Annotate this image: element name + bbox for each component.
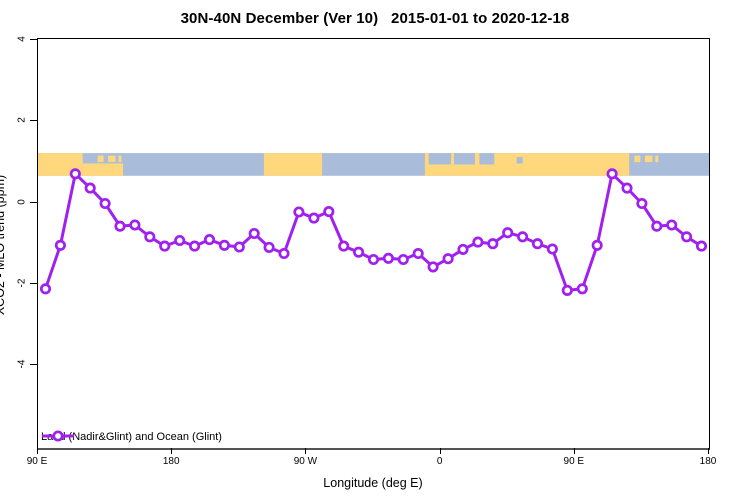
- map-band-land: [424, 153, 630, 176]
- x-tick: [573, 448, 575, 454]
- data-point: [561, 284, 573, 296]
- map-band-island: [97, 155, 104, 163]
- data-point: [99, 197, 111, 210]
- plot-area: Land (Nadir&Glint) and Ocean (Glint): [37, 38, 710, 450]
- x-tick-label: 0: [436, 456, 443, 467]
- y-tick-label: -4: [16, 359, 28, 369]
- map-band-sea: [479, 153, 495, 165]
- data-point: [293, 206, 305, 218]
- data-point: [397, 253, 409, 266]
- x-tick-label: 180: [162, 456, 180, 467]
- legend: Land (Nadir&Glint) and Ocean (Glint): [41, 429, 222, 445]
- x-tick: [171, 448, 173, 454]
- data-point: [427, 261, 439, 273]
- y-tick-label: -2: [16, 278, 28, 288]
- data-point: [517, 231, 529, 243]
- y-tick-label: 4: [16, 36, 28, 42]
- data-point: [218, 239, 230, 251]
- legend-label: Land (Nadir&Glint) and Ocean (Glint): [41, 431, 222, 443]
- map-band-sea: [516, 157, 523, 164]
- data-point: [353, 246, 365, 258]
- data-point: [248, 227, 260, 240]
- map-band-land-coast: [82, 163, 123, 176]
- data-point: [591, 239, 603, 251]
- data-point: [338, 240, 350, 252]
- map-band-sea: [428, 153, 452, 165]
- y-tick: [30, 201, 37, 203]
- map-band-sea: [454, 153, 475, 165]
- x-tick-label: 90 W: [293, 456, 318, 467]
- data-point: [189, 240, 201, 252]
- data-point: [278, 247, 290, 260]
- y-tick-label: 2: [16, 117, 28, 124]
- y-tick-label: 0: [16, 198, 28, 205]
- x-tick: [439, 448, 441, 454]
- x-tick: [305, 448, 307, 454]
- data-point: [621, 182, 633, 194]
- y-tick: [30, 120, 37, 122]
- data-point: [531, 238, 544, 250]
- data-point: [636, 197, 648, 210]
- map-band-island: [655, 155, 659, 163]
- data-point: [576, 283, 588, 295]
- x-tick-label: 180: [699, 456, 717, 467]
- legend-line-marker-icon: [42, 430, 74, 442]
- map-band-island: [634, 155, 641, 163]
- data-point: [114, 220, 126, 232]
- data-point: [681, 231, 693, 243]
- data-point: [233, 241, 245, 253]
- data-point: [546, 243, 558, 255]
- data-point: [666, 219, 678, 231]
- y-tick: [30, 282, 37, 284]
- data-point: [54, 239, 66, 251]
- data-point: [442, 253, 454, 265]
- data-point: [159, 240, 171, 252]
- data-point: [472, 236, 484, 248]
- map-band-island: [108, 155, 116, 163]
- data-point: [39, 283, 52, 295]
- series-line: [44, 172, 703, 292]
- data-point: [69, 168, 81, 180]
- chart-canvas: [38, 153, 709, 296]
- data-point: [695, 240, 708, 252]
- data-point: [651, 220, 663, 232]
- data-point: [323, 206, 335, 218]
- data-point: [263, 241, 275, 253]
- data-point: [487, 238, 499, 250]
- data-point: [412, 247, 424, 260]
- data-point: [129, 219, 141, 231]
- data-point: [144, 231, 156, 243]
- map-band-island: [118, 155, 122, 163]
- data-point: [174, 234, 186, 247]
- data-point: [502, 227, 514, 239]
- data-point: [84, 182, 96, 194]
- data-point: [382, 252, 394, 264]
- y-axis-title: XCO2 - MLO trend (ppm): [0, 174, 7, 316]
- map-band-land: [263, 153, 323, 176]
- x-tick-label: 90 E: [563, 456, 585, 467]
- data-point: [457, 243, 469, 255]
- data-point: [606, 168, 618, 180]
- x-axis-title: Longitude (deg E): [323, 476, 423, 490]
- map-band-island: [644, 155, 653, 163]
- x-tick: [37, 448, 38, 454]
- chart-title: 30N-40N December (Ver 10) 2015-01-01 to …: [180, 10, 570, 27]
- data-point: [203, 234, 216, 246]
- data-point: [308, 212, 320, 224]
- x-tick: [708, 448, 709, 454]
- x-tick-label: 90 E: [26, 456, 48, 467]
- data-point: [367, 253, 380, 266]
- y-tick: [30, 364, 37, 366]
- y-tick: [30, 39, 37, 41]
